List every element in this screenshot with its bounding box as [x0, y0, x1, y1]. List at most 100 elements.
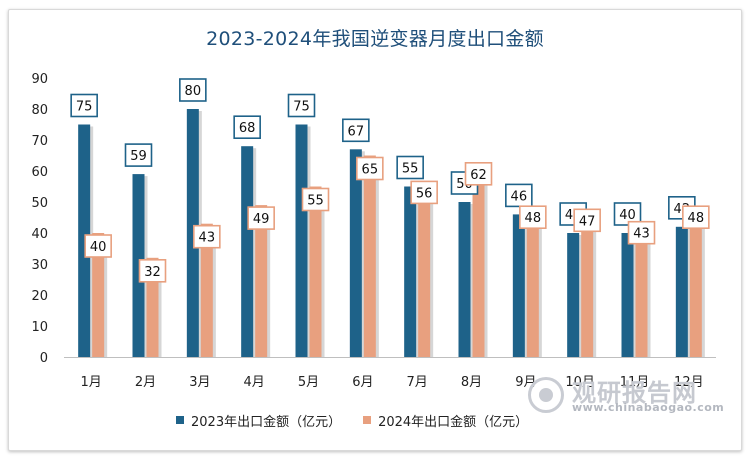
bar-2024 — [92, 233, 105, 357]
bar-2023 — [404, 186, 417, 357]
data-label-box — [301, 187, 330, 212]
data-label: 46 — [511, 189, 528, 204]
watermark-logo-icon — [528, 377, 564, 413]
x-tick-label: 1月 — [81, 375, 102, 390]
x-axis: 1月 2月 3月 4月 5月 6月 7月 8月 9月 10月 11月 12月 — [81, 375, 704, 390]
data-label: 43 — [633, 227, 650, 242]
data-label: 56 — [416, 186, 433, 201]
data-label: 40 — [619, 208, 636, 223]
watermark: 观研报告网 www.chinabaogao.com — [528, 375, 728, 419]
x-tick-label: 5月 — [298, 375, 319, 390]
y-tick-label: 20 — [31, 289, 48, 304]
bar-2023 — [295, 124, 308, 357]
x-tick-label: 8月 — [461, 375, 482, 390]
data-label-box — [613, 202, 642, 226]
data-label-box — [124, 143, 153, 167]
data-label-box — [193, 224, 221, 249]
bar-2023 — [621, 233, 634, 357]
watermark-url: www.chinabaogao.com — [572, 401, 725, 414]
data-label-box — [233, 115, 261, 139]
data-label-box — [627, 220, 656, 245]
bar-2023 — [132, 174, 145, 357]
data-label: 48 — [688, 211, 705, 226]
data-label: 47 — [579, 214, 596, 229]
legend-label-2024: 2024年出口金额（亿元） — [378, 414, 529, 430]
watermark-text: 观研报告网 — [572, 379, 697, 407]
bar-2023 — [512, 214, 525, 357]
legend: 2023年出口金额（亿元） 2024年出口金额（亿元） — [176, 409, 596, 431]
bar-2024 — [689, 208, 702, 357]
data-label-box — [573, 208, 601, 233]
data-label-box — [505, 183, 533, 208]
y-tick-label: 90 — [31, 72, 48, 87]
bar-2024 — [363, 155, 376, 357]
data-label: 62 — [470, 168, 487, 183]
legend-swatch-2023 — [176, 416, 184, 424]
data-label: 75 — [76, 100, 93, 115]
data-label-box — [287, 93, 316, 118]
data-label-box — [464, 162, 493, 186]
legend-label-2023: 2023年出口金额（亿元） — [191, 414, 342, 430]
bar-2023 — [567, 233, 580, 357]
legend-swatch-2024 — [363, 416, 372, 424]
data-label: 75 — [293, 100, 310, 115]
data-label: 32 — [144, 265, 161, 280]
y-tick-label: 0 — [40, 351, 48, 366]
data-label: 80 — [185, 84, 202, 99]
data-label-box — [682, 205, 710, 229]
bar-2024 — [526, 208, 539, 357]
legend-item-2023: 2023年出口金额（亿元） — [176, 411, 341, 430]
bar-2023 — [675, 226, 688, 357]
bar-2024 — [418, 183, 431, 357]
x-tick-label: 10月 — [565, 375, 595, 390]
y-tick-label: 50 — [31, 196, 48, 211]
y-tick-label: 40 — [31, 227, 48, 242]
bar-2023 — [241, 146, 254, 357]
bar-2023 — [186, 109, 199, 357]
y-tick-label: 10 — [31, 320, 48, 335]
x-tick-label: 6月 — [352, 375, 373, 390]
y-axis: 0 10 20 30 40 50 60 70 80 90 — [31, 72, 716, 366]
bar-2024 — [472, 164, 485, 357]
data-label-box — [519, 205, 547, 229]
chart-title: 2023-2024年我国逆变器月度出口金额 — [206, 28, 544, 50]
data-label: 49 — [253, 212, 270, 227]
data-label: 48 — [525, 211, 542, 226]
y-tick-label: 80 — [31, 103, 48, 118]
bar-2023 — [78, 124, 91, 357]
x-tick-label: 3月 — [189, 375, 210, 390]
data-label-box — [410, 180, 438, 205]
data-label: 55 — [307, 194, 324, 209]
data-label-box — [356, 156, 384, 181]
data-label: 67 — [348, 124, 365, 139]
data-label-box — [342, 118, 370, 143]
bar-2024 — [309, 186, 322, 357]
data-label-box — [179, 78, 207, 102]
data-label: 40 — [90, 240, 107, 255]
x-tick-label: 4月 — [244, 375, 265, 390]
bars — [78, 109, 705, 357]
y-tick-label: 60 — [31, 165, 48, 180]
data-label: 55 — [402, 162, 419, 177]
y-tick-label: 30 — [31, 258, 48, 273]
y-tick-label: 70 — [31, 134, 48, 149]
bar-2024 — [581, 211, 594, 357]
data-label-box — [70, 93, 98, 118]
data-label: 43 — [199, 231, 216, 246]
data-label-box — [247, 206, 275, 230]
legend-item-2024: 2024年出口金额（亿元） — [363, 411, 528, 430]
data-label: 59 — [130, 149, 147, 164]
x-tick-label: 11月 — [620, 375, 650, 390]
x-tick-label: 2月 — [135, 375, 156, 390]
bar-2024 — [200, 223, 213, 357]
data-label-box — [138, 258, 167, 283]
bar-2023 — [349, 149, 362, 357]
x-tick-label: 7月 — [407, 375, 428, 390]
data-label-box — [84, 234, 112, 258]
data-label: 65 — [362, 163, 379, 178]
bar-2024 — [635, 223, 648, 357]
data-label: 68 — [239, 121, 256, 136]
bar-2023 — [458, 202, 471, 357]
